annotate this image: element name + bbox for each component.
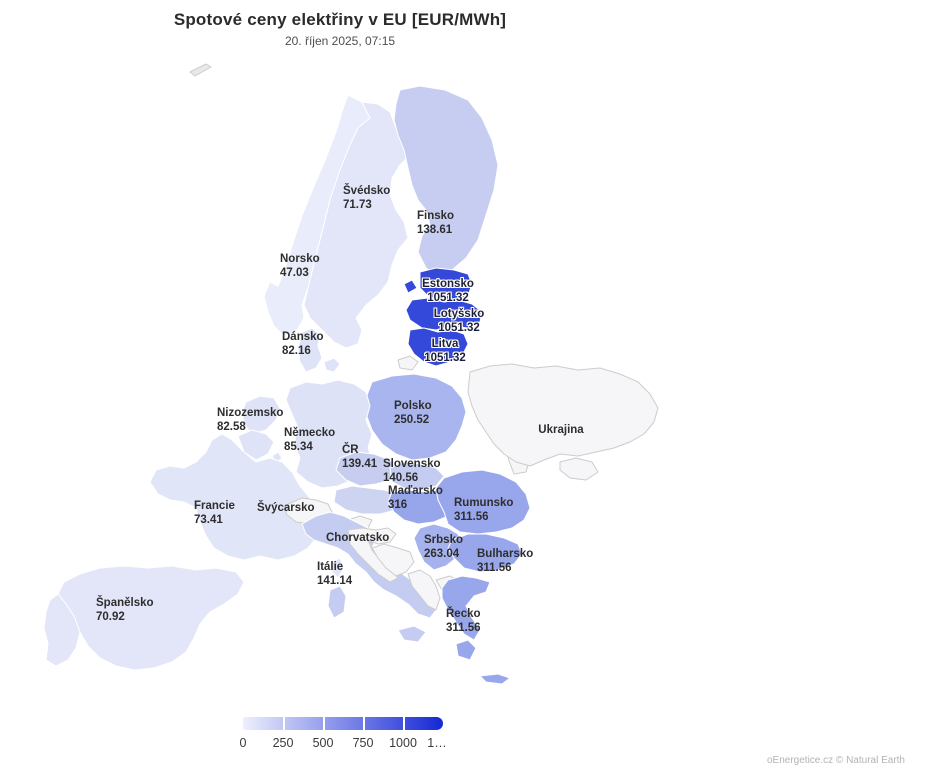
country-greece[interactable] — [441, 575, 511, 685]
country-poland[interactable] — [365, 373, 467, 461]
country-czechia[interactable] — [335, 451, 399, 487]
legend-separator — [323, 717, 325, 730]
country-romania[interactable] — [435, 469, 531, 535]
country-finland[interactable] — [393, 85, 499, 277]
country-denmark[interactable] — [297, 327, 323, 373]
region-montenegro-albania[interactable] — [407, 569, 441, 611]
country-bulgaria[interactable] — [447, 533, 523, 573]
legend-gradient-bar — [243, 717, 443, 730]
country-ukraine[interactable] — [467, 363, 659, 467]
page-subtitle: 20. říjen 2025, 07:15 — [284, 34, 396, 48]
country-bosnia[interactable] — [371, 543, 415, 577]
country-netherlands[interactable] — [241, 395, 281, 435]
legend-tick: 1000 — [389, 736, 417, 750]
legend-tick: 500 — [312, 736, 334, 750]
legend-tick: 1… — [427, 736, 447, 750]
legend-tick-labels: 0 250 500 750 1000 1… — [239, 736, 453, 752]
country-latvia[interactable] — [405, 297, 483, 331]
region-sicily[interactable] — [397, 625, 427, 643]
header: Spotové ceny elektřiny v EU [EUR/MWh] 20… — [0, 10, 680, 48]
page-title: Spotové ceny elektřiny v EU [EUR/MWh] — [173, 10, 507, 29]
country-sweden[interactable] — [303, 101, 411, 349]
attribution-text: oEnergetice.cz © Natural Earth — [767, 755, 905, 766]
legend-tick: 250 — [272, 736, 294, 750]
country-iceland-fragment — [189, 63, 212, 77]
legend-tick: 0 — [239, 736, 247, 750]
country-estonia[interactable] — [403, 267, 473, 301]
country-france[interactable] — [149, 433, 319, 561]
legend-tick: 750 — [352, 736, 374, 750]
legend-separator — [363, 717, 365, 730]
region-kaliningrad[interactable] — [397, 355, 419, 371]
region-sardinia[interactable] — [327, 585, 347, 619]
legend-separator — [403, 717, 405, 730]
region-crimea[interactable] — [559, 457, 599, 481]
country-spain[interactable] — [57, 565, 245, 671]
country-serbia[interactable] — [413, 523, 463, 571]
region-corsica[interactable] — [331, 557, 345, 579]
country-portugal[interactable] — [43, 593, 81, 667]
country-lithuania[interactable] — [407, 327, 469, 367]
legend-separator — [283, 717, 285, 730]
country-slovakia[interactable] — [389, 461, 445, 491]
country-denmark-islands[interactable] — [323, 357, 341, 373]
